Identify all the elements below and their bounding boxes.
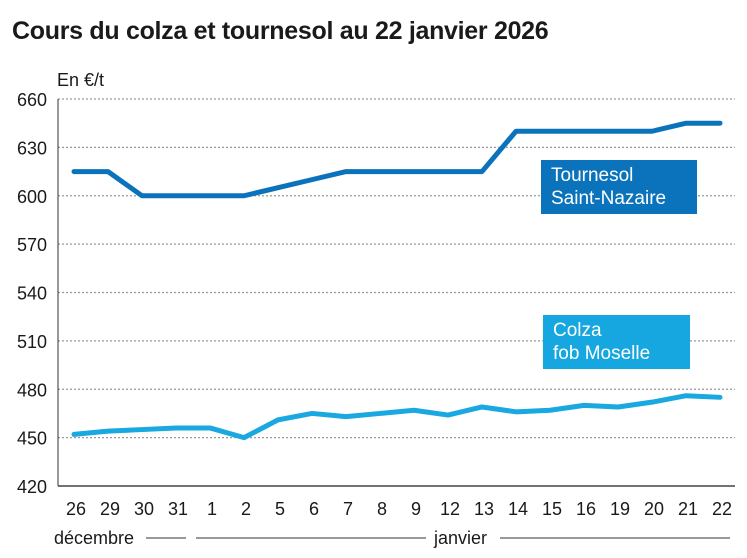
x-tick-label: 2 (241, 499, 251, 519)
series-line-tournesol (71, 120, 723, 199)
legend-label: Colza (553, 320, 602, 341)
y-tick-label: 420 (17, 477, 47, 497)
y-tick-label: 660 (17, 90, 47, 110)
y-tick-label: 570 (17, 235, 47, 255)
x-tick-label: 7 (343, 499, 353, 519)
y-tick-label: 450 (17, 429, 47, 449)
y-tick-label: 540 (17, 284, 47, 304)
x-tick-label: 5 (275, 499, 285, 519)
x-tick-label: 6 (309, 499, 319, 519)
y-axis-label: En €/t (57, 70, 104, 90)
y-tick-label: 480 (17, 380, 47, 400)
x-tick-label: 1 (207, 499, 217, 519)
y-tick-label: 630 (17, 138, 47, 158)
series-line-colza (71, 393, 723, 441)
x-tick-label: 13 (474, 499, 494, 519)
x-tick-label: 21 (678, 499, 698, 519)
legend-tournesol: Tournesol Saint-Nazaire (541, 160, 697, 214)
x-tick-label: 31 (168, 499, 188, 519)
y-tick-label: 600 (17, 187, 47, 207)
x-tick-label: 20 (644, 499, 664, 519)
month-label: décembre (54, 528, 134, 548)
x-tick-label: 30 (134, 499, 154, 519)
x-tick-label: 8 (377, 499, 387, 519)
x-tick-label: 22 (712, 499, 732, 519)
chart-title: Cours du colza et tournesol au 22 janvie… (12, 17, 549, 45)
legend-colza: Colza fob Moselle (543, 315, 690, 369)
x-tick-label: 12 (440, 499, 460, 519)
y-tick-label: 510 (17, 332, 47, 352)
x-tick-label: 19 (610, 499, 630, 519)
legend-label: fob Moselle (553, 343, 651, 364)
legend-label: Saint-Nazaire (551, 188, 667, 209)
x-tick-label: 16 (576, 499, 596, 519)
legend-label: Tournesol (551, 165, 634, 186)
x-tick-label: 26 (66, 499, 86, 519)
month-label: janvier (433, 528, 487, 548)
x-tick-label: 15 (542, 499, 562, 519)
x-tick-label: 29 (100, 499, 120, 519)
x-tick-label: 9 (411, 499, 421, 519)
x-tick-label: 14 (508, 499, 528, 519)
